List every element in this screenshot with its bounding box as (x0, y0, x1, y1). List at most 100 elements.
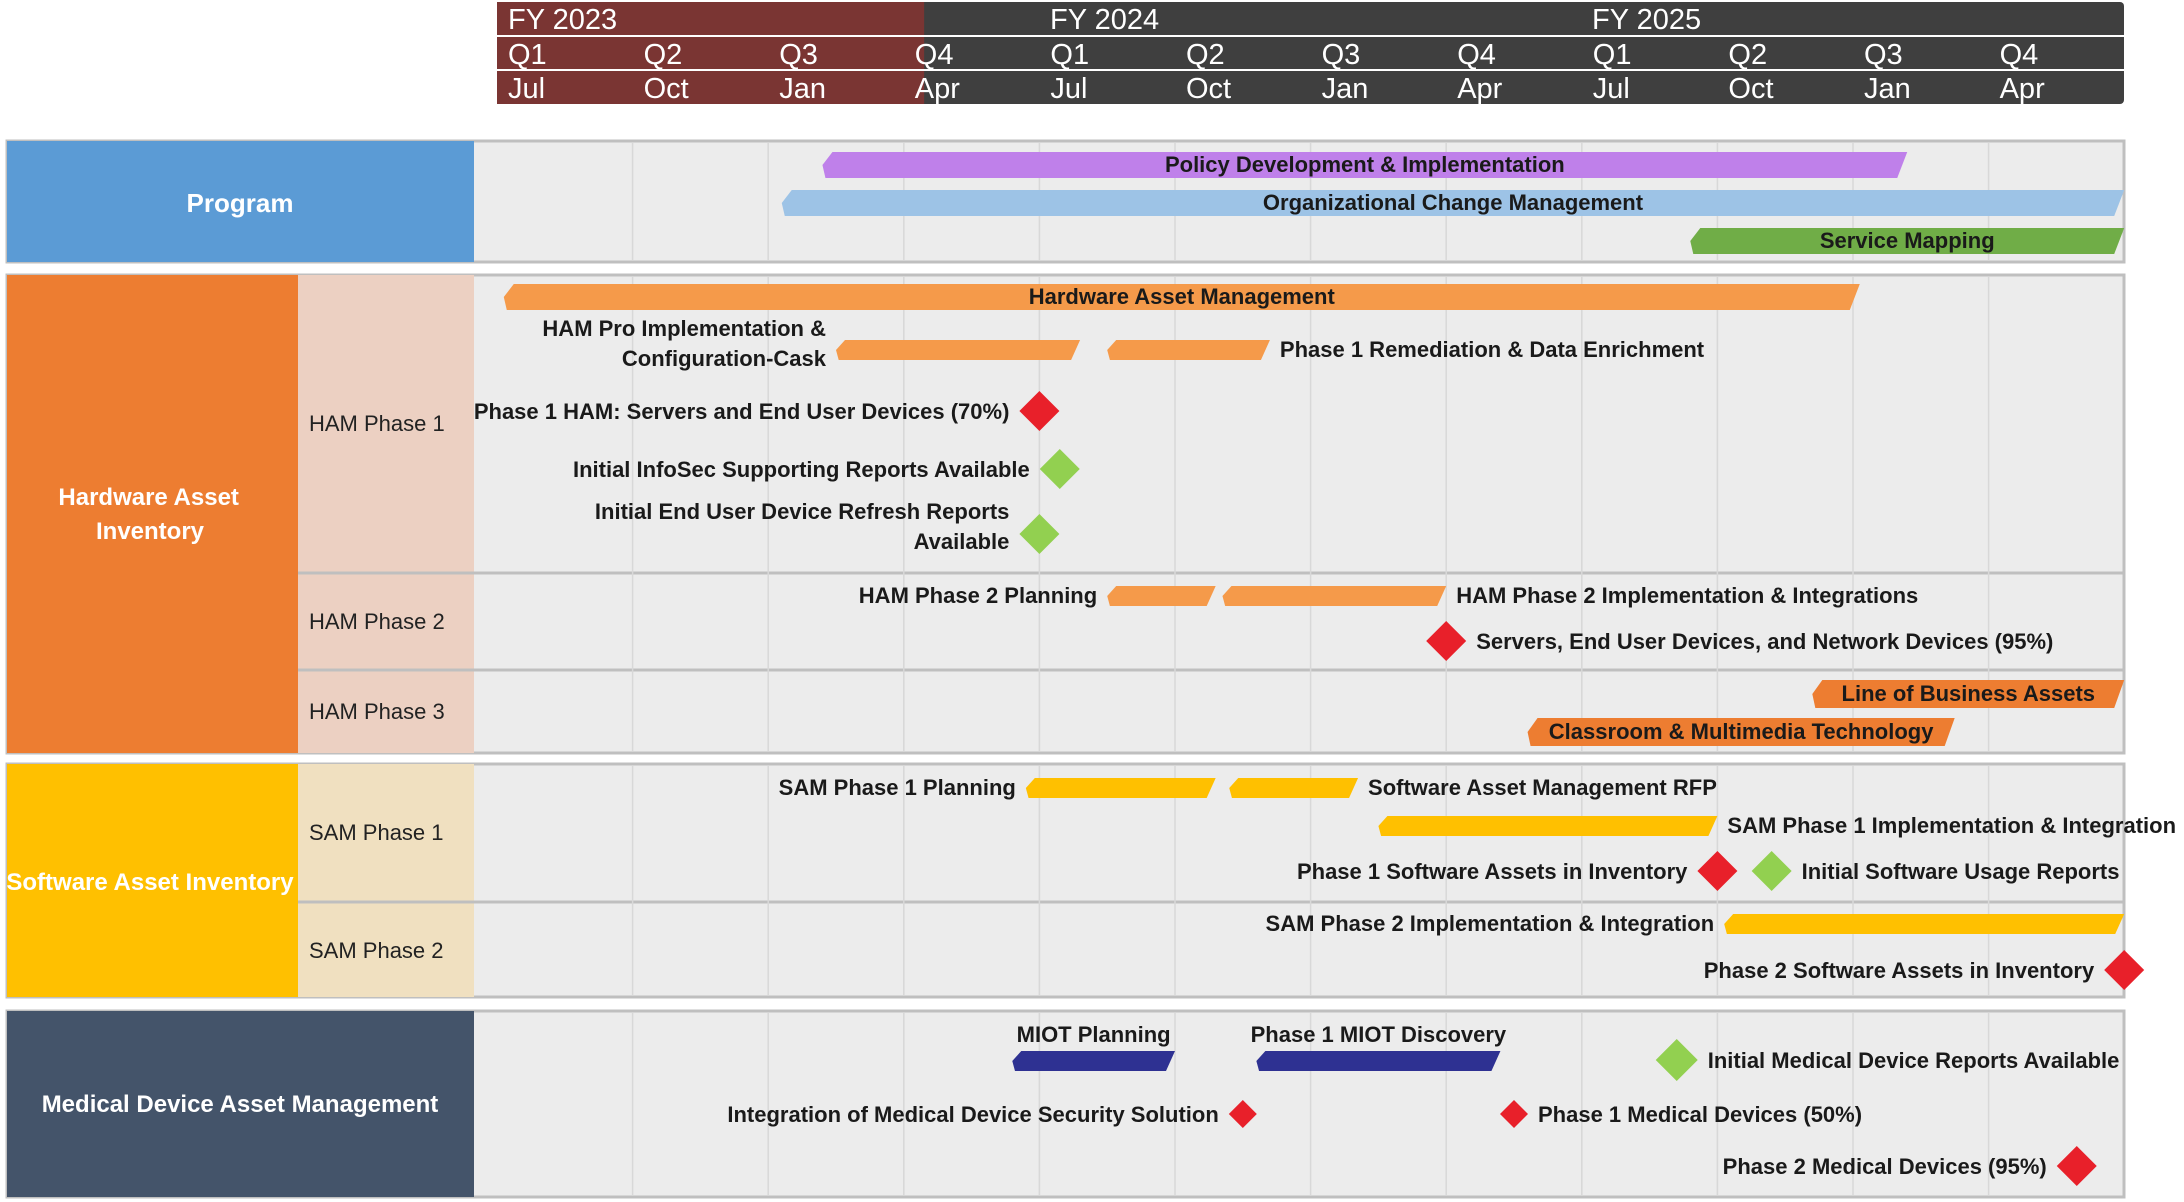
milestone-m3 (1019, 514, 1060, 554)
task-bar-label: SAM Phase 1 Planning (779, 775, 1016, 800)
fiscal-year-label: FY 2024 (1050, 4, 1159, 36)
medical-header (7, 1011, 474, 1197)
month-label: Jan (779, 73, 826, 105)
phase-label: SAM Phase 1 (309, 820, 444, 845)
month-label: Oct (644, 73, 689, 105)
task-bar-label: MIOT Planning (1017, 1022, 1171, 1047)
milestone-label: Phase 1 HAM: Servers and End User Device… (474, 399, 1010, 424)
milestone-label: Phase 2 Software Assets in Inventory (1704, 958, 2095, 983)
milestone-m10 (1500, 1100, 1528, 1128)
task-bar-label: Hardware Asset Management (1029, 284, 1336, 309)
task-bar-label: SAM Phase 1 Implementation & Integration (1727, 813, 2176, 838)
month-labels: Jul Oct Jan Apr Jul Oct Jan Apr Jul Oct Jan Apr (508, 73, 2045, 105)
swimlanes: Program Hardware Asset Inventory HAM Pha… (5, 139, 2126, 1199)
task-bar-label: Line of Business Assets (1842, 681, 2095, 706)
task-bar-label: Classroom & Multimedia Technology (1549, 719, 1934, 744)
month-label: Oct (1728, 73, 1773, 105)
task-bar-ham-pro (836, 340, 1081, 360)
quarter-label: Q2 (644, 39, 683, 71)
task-bar-label: HAM Phase 2 Implementation & Integration… (1456, 583, 1918, 608)
month-label: Jul (1593, 73, 1630, 105)
milestone-label: Phase 1 Software Assets in Inventory (1297, 859, 1688, 884)
task-bar-ham2-plan (1107, 586, 1216, 606)
software-phase-column (298, 764, 474, 997)
milestone-m2 (1039, 449, 1080, 489)
task-bar-lob (1812, 680, 2125, 708)
medical-label: Medical Device Asset Management (42, 1091, 439, 1118)
quarter-gridlines (631, 143, 1990, 1195)
month-label: Apr (1457, 73, 1502, 105)
milestone-label: Phase 2 Medical Devices (95%) (1723, 1154, 2047, 1179)
milestone-m1 (1019, 391, 1060, 431)
quarter-labels: Q1 Q2 Q3 Q4 Q1 Q2 Q3 Q4 Q1 Q2 Q3 Q4 (508, 39, 2038, 71)
elapsed-period-bar (497, 2, 925, 104)
quarter-label: Q4 (1457, 39, 1496, 71)
milestones: Phase 1 HAM: Servers and End User Device… (474, 391, 2145, 1186)
milestone-m8 (1655, 1039, 1698, 1081)
milestone-label: Phase 1 Medical Devices (50%) (1538, 1102, 1862, 1127)
task-bars: Policy Development & Implementation Organ… (503, 152, 2176, 1071)
hardware-label: Hardware Asset Inventory (58, 484, 245, 545)
month-label: Jan (1864, 73, 1911, 105)
quarter-label: Q4 (915, 39, 954, 71)
milestone-label: Integration of Medical Device Security S… (727, 1102, 1218, 1127)
quarter-label: Q2 (1186, 39, 1225, 71)
task-bar-ham (503, 284, 1860, 310)
milestone-m9 (1228, 1100, 1257, 1128)
phase-label: HAM Phase 3 (309, 699, 445, 724)
task-bar-ocm (781, 190, 2125, 216)
task-bar-sam1-impl (1378, 816, 1718, 836)
task-bar-label: Organizational Change Management (1263, 190, 1644, 215)
task-bar-service (1690, 228, 2125, 254)
milestone-label: Initial Software Usage Reports (1802, 859, 2120, 884)
task-bar-label: HAM Pro Implementation & (542, 316, 826, 341)
task-bar-policy (822, 152, 1908, 178)
task-bar-miot-disc (1256, 1051, 1501, 1071)
month-label: Jan (1322, 73, 1369, 105)
milestone-m6 (1751, 851, 1792, 891)
task-bar-sam1-plan (1025, 778, 1216, 798)
month-label: Jul (1050, 73, 1087, 105)
software-label: Software Asset Inventory (6, 869, 294, 896)
milestone-label: Initial End User Device Refresh Reports (595, 499, 1009, 524)
task-bar-p1-remed (1107, 340, 1270, 360)
program-label: Program (187, 188, 294, 218)
fiscal-year-label: FY 2025 (1592, 4, 1701, 36)
quarter-label: Q1 (508, 39, 547, 71)
task-bar-label: Software Asset Management RFP (1368, 775, 1717, 800)
milestone-label: Initial InfoSec Supporting Reports Avail… (573, 457, 1030, 482)
fiscal-year-label: FY 2023 (508, 4, 617, 36)
month-label: Oct (1186, 73, 1231, 105)
milestone-m7 (2104, 950, 2145, 990)
milestone-m11 (2056, 1146, 2097, 1186)
task-bar-sam2-impl (1724, 914, 2125, 934)
program-header (7, 141, 474, 262)
phase-label: SAM Phase 2 (309, 938, 444, 963)
quarter-label: Q3 (1864, 39, 1903, 71)
task-bar-label: Configuration-Cask (622, 346, 827, 371)
task-bar-sam-rfp (1229, 778, 1359, 798)
quarter-label: Q3 (1322, 39, 1361, 71)
month-label: Apr (915, 73, 960, 105)
milestone-label: Initial Medical Device Reports Available (1708, 1048, 2120, 1073)
task-bar-label: Phase 1 Remediation & Data Enrichment (1280, 337, 1705, 362)
software-header (7, 764, 298, 997)
month-label: Apr (2000, 73, 2045, 105)
task-bar-label: SAM Phase 2 Implementation & Integration (1266, 911, 1715, 936)
quarter-label: Q4 (2000, 39, 2039, 71)
task-bar-label: Phase 1 MIOT Discovery (1251, 1022, 1507, 1047)
task-bar-label: Service Mapping (1820, 228, 1995, 253)
quarter-label: Q1 (1593, 39, 1632, 71)
task-bar-label: HAM Phase 2 Planning (859, 583, 1097, 608)
quarter-label: Q1 (1050, 39, 1089, 71)
task-bar-cmt (1527, 718, 1955, 746)
task-bar-label: Policy Development & Implementation (1165, 152, 1565, 177)
milestone-label: Servers, End User Devices, and Network D… (1476, 629, 2053, 654)
milestone-m4 (1426, 621, 1467, 661)
milestone-label: Available (914, 529, 1010, 554)
quarter-label: Q3 (779, 39, 818, 71)
hardware-phase-column (298, 275, 474, 753)
phase-label: HAM Phase 1 (309, 411, 445, 436)
timeline-header: FY 2023 FY 2024 FY 2025 Q1 Q2 Q3 Q4 Q1 Q2 Q3 Q4… (497, 2, 2124, 105)
hardware-header (7, 275, 298, 753)
